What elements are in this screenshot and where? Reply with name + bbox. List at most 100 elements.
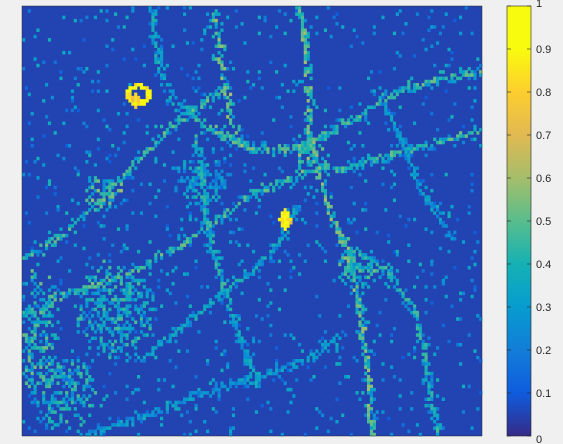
heatmap-cell [226,131,230,135]
heatmap-cell [154,60,158,65]
colorbar-tick-label: 0.6 [536,173,551,185]
heatmap-cell [200,131,204,135]
plot-area[interactable] [21,5,483,437]
heatmap-cell [303,432,307,437]
heatmap-cell [323,108,328,113]
heatmap-cell [315,240,319,244]
heatmap-cell [24,86,29,90]
heatmap-cell [306,31,310,36]
heatmap-cell [30,355,34,360]
heatmap-cell [298,79,302,84]
heatmap-cell [208,230,213,235]
heatmap-cell [131,423,135,427]
heatmap-cell [312,195,316,199]
heatmap-cell [407,89,411,93]
heatmap-cell [303,34,307,39]
heatmap-cell [47,362,52,366]
heatmap-cell [306,34,310,39]
heatmap-cell [277,143,282,148]
heatmap-cell [286,179,290,183]
heatmap-cell [183,111,187,116]
heatmap-cell [165,288,169,292]
heatmap-cell [286,176,290,180]
heatmap-cell [217,391,221,395]
heatmap-cell [231,230,236,235]
heatmap-cell [157,407,161,411]
heatmap-cell [444,233,448,238]
heatmap-cell [361,346,365,350]
heatmap-cell [206,217,210,222]
heatmap-cell [413,307,417,312]
heatmap-cell [369,269,374,273]
heatmap-cell [246,375,250,379]
heatmap-cell [73,105,77,109]
heatmap-cell [453,143,457,148]
heatmap-cell [231,281,236,286]
heatmap-cell [300,160,305,164]
heatmap-cell [404,224,408,228]
heatmap-cell [125,227,129,231]
heatmap-cell [303,147,307,151]
heatmap-cell [88,413,92,418]
heatmap-cell [62,407,66,411]
heatmap-cell [76,320,80,324]
heatmap-cell [82,246,86,251]
heatmap-cell [254,314,259,318]
heatmap-cell [108,188,112,193]
heatmap-cell [349,246,353,251]
heatmap-cell [59,400,63,405]
heatmap-cell [277,240,282,244]
heatmap-cell [349,285,353,289]
heatmap-cell [424,346,428,350]
heatmap-cell [459,291,463,296]
heatmap-cell [415,326,420,331]
heatmap-cell [309,63,313,68]
heatmap-cell [355,281,359,286]
heatmap-cell [438,423,443,427]
heatmap-cell [292,336,296,341]
heatmap-cell [50,342,54,347]
heatmap-cell [349,221,353,225]
heatmap-cell [349,269,353,273]
heatmap-cell [47,314,52,318]
heatmap-cell [211,407,215,411]
heatmap-cell [375,259,379,264]
heatmap-cell [183,166,187,170]
heatmap-cell [206,12,210,16]
heatmap-cell [447,134,451,138]
heatmap-cell [234,147,238,151]
heatmap-cell [372,426,376,430]
heatmap-cell [361,111,365,116]
heatmap-cell [137,416,141,421]
heatmap-cell [410,301,414,305]
heatmap-cell [42,99,46,103]
heatmap-cell [436,416,440,421]
heatmap-cell [208,394,213,398]
heatmap-cell [470,73,474,77]
heatmap-cell [303,60,307,65]
heatmap-cell [367,419,371,424]
heatmap-cell [88,365,92,369]
heatmap-cell [82,217,86,222]
heatmap-cell [137,150,141,154]
heatmap-cell [200,160,204,164]
heatmap-cell [387,272,391,276]
heatmap-cell [174,339,178,344]
heatmap-cell [246,358,250,363]
heatmap-cell [369,349,374,353]
heatmap-cell [137,387,141,392]
heatmap-cell [206,224,210,228]
heatmap-cell [229,86,233,90]
heatmap-cell [171,92,175,97]
heatmap-cell [349,259,353,264]
heatmap-cell [254,211,259,215]
heatmap-cell [220,368,224,373]
heatmap-cell [108,153,112,158]
heatmap-cell [42,362,46,366]
heatmap-cell [214,339,218,344]
heatmap-cell [203,166,207,170]
heatmap-cell [185,185,190,190]
heatmap-cell [82,291,86,296]
heatmap-cell [142,413,146,418]
heatmap-cell [185,73,190,77]
